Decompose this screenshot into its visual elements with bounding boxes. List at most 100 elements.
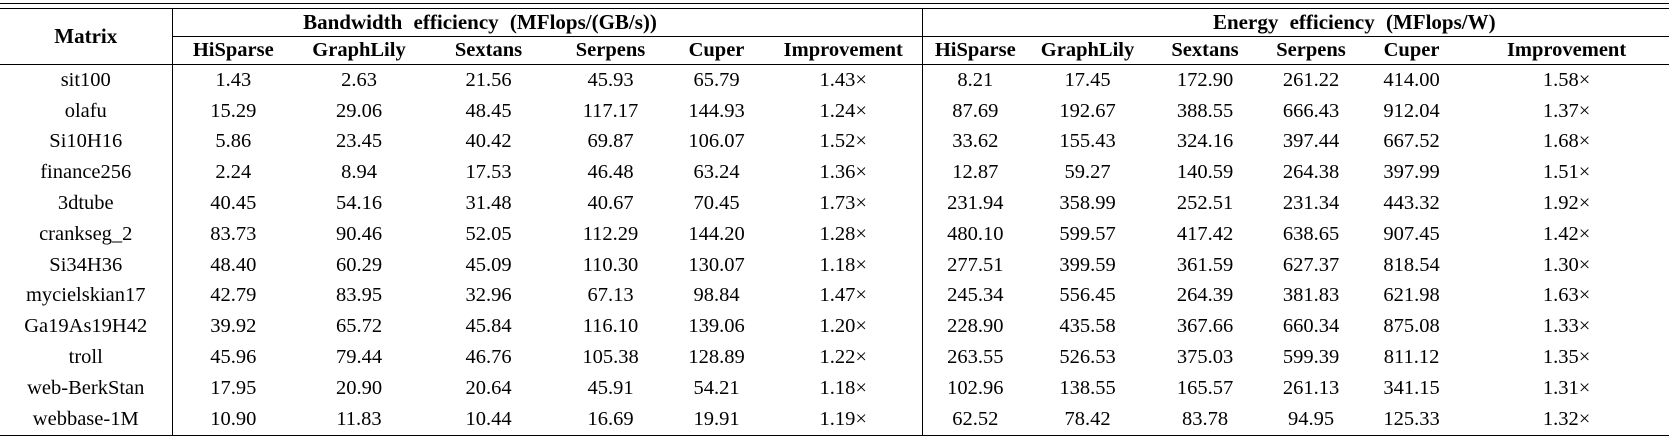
bandwidth-efficiency-group-header: Bandwidth efficiency (MFlops/(GB/s)): [171, 8, 923, 37]
bandwidth-graphlily-header: GraphLily: [294, 36, 424, 65]
table-body: sit100 1.43 2.63 21.56 45.93 65.79 1.43× 8.21 17…: [0, 64, 1669, 436]
bandwidth-serpens-header: Serpens: [553, 36, 668, 65]
energy-value-cell: 556.45: [1059, 284, 1116, 307]
group-header-row: Matrix Bandwidth efficiency (MFlops/(GB/…: [0, 8, 1669, 65]
bandwidth-value-cell: 40.42: [465, 130, 512, 153]
bandwidth-value-cell: 1.43×: [819, 68, 867, 91]
table-row: Si34H36 48.40 60.29 45.09 110.30 130.07 1.18× 2…: [0, 249, 1669, 281]
bandwidth-value-cell: 1.47×: [819, 284, 867, 307]
bandwidth-value-cell: 40.67: [587, 192, 634, 215]
bandwidth-value-cell: 16.69: [587, 407, 634, 430]
table-row: olafu 15.29 29.06 48.45 117.17 144.93 1.24× 87.…: [0, 95, 1669, 127]
bandwidth-value-cell: 29.06: [335, 99, 383, 122]
bandwidth-value-cell: 69.87: [587, 130, 634, 153]
table-row: webbase-1M 10.90 11.83 10.44 16.69 19.91 1.19×…: [0, 403, 1669, 436]
bandwidth-value-cell: 1.18×: [819, 376, 867, 399]
bandwidth-value-cell: 39.92: [171, 311, 294, 343]
energy-serpens-header: Serpens: [1263, 36, 1360, 65]
bandwidth-value-cell: 79.44: [335, 346, 383, 369]
bandwidth-value-cell: 2.63: [341, 68, 377, 91]
energy-value-cell: 228.90: [921, 311, 1029, 343]
energy-value-cell: 341.15: [1383, 376, 1440, 399]
energy-value-cell: 1.30×: [1542, 253, 1591, 276]
energy-value-cell: 1.92×: [1542, 192, 1591, 215]
bandwidth-value-cell: 42.79: [171, 280, 294, 312]
table-row: web-BerkStan 17.95 20.90 20.64 45.91 54.21 1.1…: [0, 372, 1669, 404]
energy-value-cell: 417.42: [1176, 222, 1234, 245]
table-row: 3dtube 40.45 54.16 31.48 40.67 70.45 1.73× 231.…: [0, 188, 1669, 219]
table-row: crankseg_2 83.73 90.46 52.05 112.29 144.20 1.2…: [0, 218, 1669, 250]
energy-value-cell: 125.33: [1383, 407, 1440, 430]
energy-value-cell: 17.45: [1064, 68, 1111, 91]
bandwidth-improvement-header: Improvement: [765, 36, 923, 65]
bandwidth-value-cell: 19.91: [693, 407, 740, 430]
bandwidth-value-cell: 144.93: [688, 99, 745, 122]
bandwidth-value-cell: 1.28×: [819, 222, 867, 245]
energy-value-cell: 381.83: [1282, 284, 1340, 307]
energy-value-cell: 261.13: [1282, 376, 1340, 399]
energy-value-cell: 358.99: [1059, 192, 1116, 215]
bandwidth-value-cell: 117.17: [582, 99, 639, 122]
energy-value-cell: 526.53: [1059, 346, 1116, 369]
bandwidth-cuper-header: Cuper: [668, 36, 765, 65]
energy-value-cell: 277.51: [921, 249, 1029, 281]
bandwidth-value-cell: 112.29: [582, 222, 639, 245]
bandwidth-value-cell: 98.84: [693, 284, 740, 307]
energy-value-cell: 875.08: [1383, 315, 1440, 338]
table-row: mycielskian17 42.79 83.95 32.96 67.13 98.84 1.…: [0, 280, 1669, 312]
energy-value-cell: 231.34: [1282, 192, 1340, 215]
energy-value-cell: 443.32: [1383, 192, 1440, 215]
energy-value-cell: 1.37×: [1542, 99, 1591, 122]
bandwidth-value-cell: 17.53: [465, 161, 512, 184]
bandwidth-value-cell: 45.93: [587, 68, 634, 91]
bandwidth-value-cell: 1.19×: [819, 407, 867, 430]
energy-value-cell: 480.10: [921, 218, 1029, 250]
table-row: Ga19As19H42 39.92 65.72 45.84 116.10 139.06 1.…: [0, 311, 1669, 343]
bandwidth-value-cell: 45.09: [465, 253, 512, 276]
energy-value-cell: 1.68×: [1542, 130, 1591, 153]
matrix-name-cell: troll: [68, 346, 103, 369]
energy-value-cell: 375.03: [1176, 346, 1234, 369]
energy-value-cell: 1.42×: [1542, 222, 1591, 245]
energy-value-cell: 138.55: [1059, 376, 1116, 399]
energy-value-cell: 621.98: [1383, 284, 1440, 307]
bandwidth-value-cell: 128.89: [688, 346, 745, 369]
energy-value-cell: 1.51×: [1542, 161, 1591, 184]
bandwidth-value-cell: 54.21: [693, 376, 740, 399]
bandwidth-value-cell: 65.72: [335, 315, 383, 338]
energy-value-cell: 1.32×: [1542, 407, 1591, 430]
energy-value-cell: 33.62: [921, 126, 1029, 158]
energy-value-cell: 62.52: [921, 403, 1029, 436]
energy-value-cell: 599.57: [1059, 222, 1116, 245]
energy-value-cell: 627.37: [1282, 253, 1340, 276]
energy-value-cell: 1.63×: [1542, 284, 1591, 307]
bandwidth-value-cell: 20.90: [335, 376, 383, 399]
bandwidth-value-cell: 60.29: [335, 253, 383, 276]
energy-value-cell: 261.22: [1282, 68, 1340, 91]
bandwidth-value-cell: 63.24: [693, 161, 740, 184]
energy-value-cell: 667.52: [1383, 130, 1440, 153]
energy-value-cell: 140.59: [1176, 161, 1234, 184]
energy-value-cell: 599.39: [1282, 346, 1340, 369]
energy-improvement-header: Improvement: [1464, 36, 1669, 65]
energy-value-cell: 388.55: [1176, 99, 1234, 122]
matrix-name-cell: web-BerkStan: [27, 376, 145, 399]
matrix-name-cell: sit100: [60, 68, 111, 91]
benchmark-results-table: Matrix Bandwidth efficiency (MFlops/(GB/…: [0, 8, 1669, 436]
bandwidth-sextans-header: Sextans: [424, 36, 553, 65]
bandwidth-value-cell: 5.86: [171, 126, 294, 158]
bandwidth-value-cell: 105.38: [582, 346, 639, 369]
bandwidth-value-cell: 45.96: [171, 342, 294, 373]
bandwidth-value-cell: 54.16: [335, 192, 383, 215]
table-row: finance256 2.24 8.94 17.53 46.48 63.24 1.36× 12…: [0, 157, 1669, 189]
bandwidth-value-cell: 48.40: [171, 249, 294, 281]
bandwidth-value-cell: 1.36×: [819, 161, 867, 184]
table-row: sit100 1.43 2.63 21.56 45.93 65.79 1.43× 8.21 17…: [0, 64, 1669, 96]
bandwidth-value-cell: 1.20×: [819, 315, 867, 338]
energy-value-cell: 414.00: [1383, 68, 1440, 91]
bandwidth-value-cell: 83.73: [171, 218, 294, 250]
energy-sextans-header: Sextans: [1147, 36, 1264, 65]
bandwidth-value-cell: 45.91: [587, 376, 634, 399]
bandwidth-value-cell: 65.79: [693, 68, 740, 91]
energy-value-cell: 638.65: [1282, 222, 1340, 245]
